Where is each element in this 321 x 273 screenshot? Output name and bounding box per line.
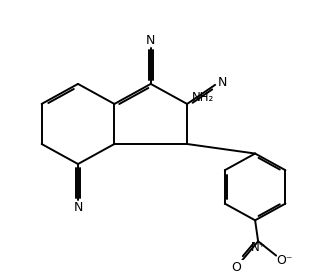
Text: N: N [73,201,83,214]
Text: NH₂: NH₂ [192,91,214,104]
Text: N: N [146,34,155,47]
Text: O⁻: O⁻ [276,254,292,267]
Text: O: O [231,262,241,273]
Text: N⁺: N⁺ [251,241,265,254]
Text: N: N [217,76,227,88]
